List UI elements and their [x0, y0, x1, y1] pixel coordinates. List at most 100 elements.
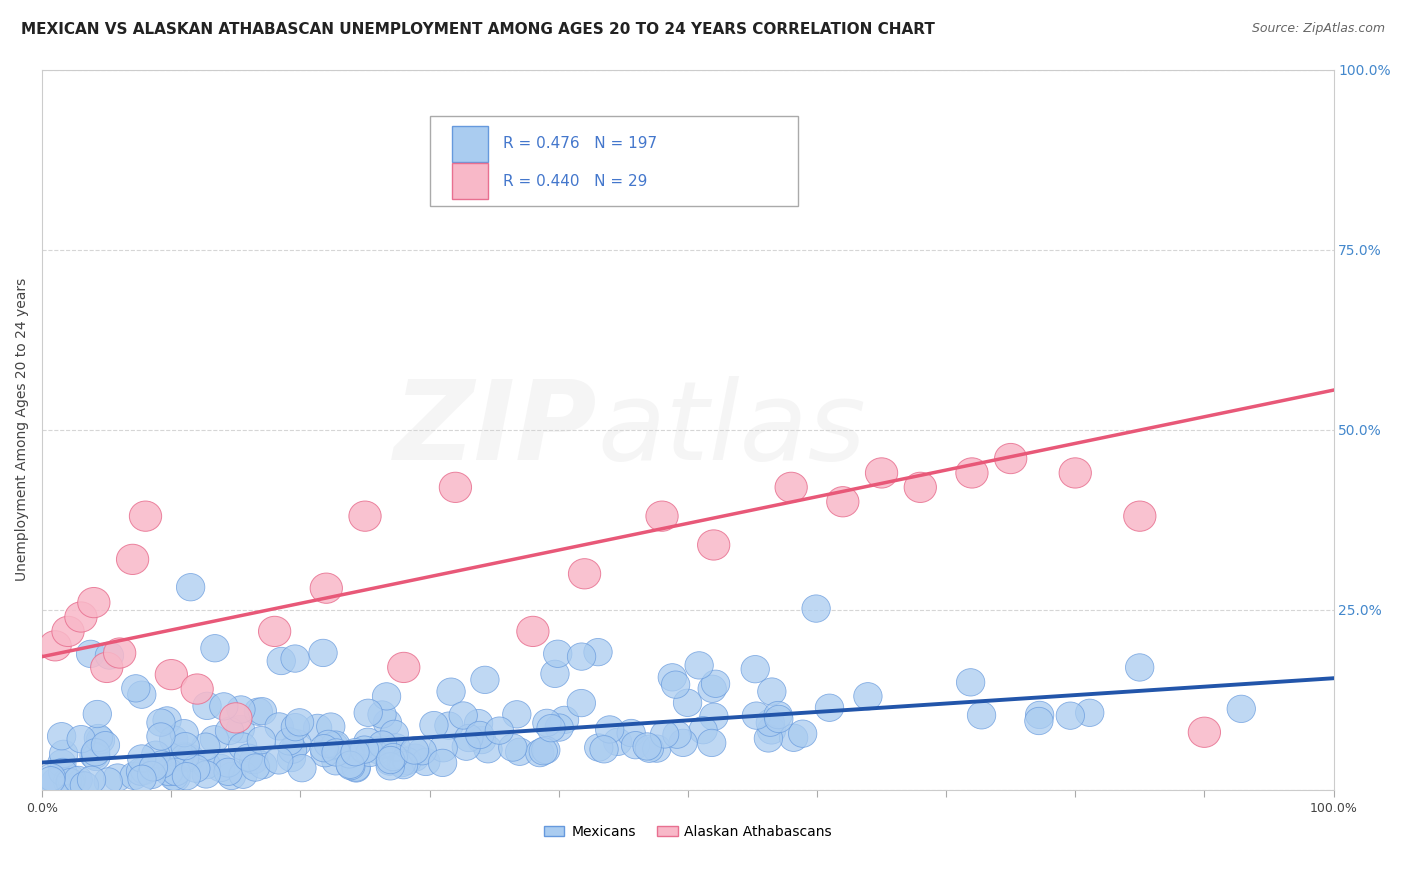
Ellipse shape: [86, 726, 115, 754]
Ellipse shape: [172, 732, 200, 760]
Ellipse shape: [259, 616, 291, 647]
Ellipse shape: [155, 758, 183, 786]
Ellipse shape: [181, 755, 209, 782]
Ellipse shape: [408, 738, 436, 764]
Ellipse shape: [350, 736, 378, 764]
Ellipse shape: [181, 674, 214, 704]
Ellipse shape: [956, 669, 984, 696]
Ellipse shape: [697, 675, 727, 703]
Ellipse shape: [1056, 702, 1084, 730]
Ellipse shape: [1025, 701, 1054, 729]
Ellipse shape: [121, 674, 150, 702]
Ellipse shape: [697, 730, 725, 756]
Ellipse shape: [193, 751, 221, 779]
Ellipse shape: [94, 768, 122, 795]
Ellipse shape: [335, 740, 364, 768]
Ellipse shape: [239, 747, 269, 774]
Ellipse shape: [380, 720, 409, 747]
Ellipse shape: [364, 737, 392, 764]
Ellipse shape: [342, 754, 370, 781]
Ellipse shape: [131, 757, 159, 784]
Ellipse shape: [214, 750, 242, 777]
Ellipse shape: [658, 664, 686, 691]
Ellipse shape: [162, 758, 190, 786]
Ellipse shape: [342, 755, 370, 782]
Ellipse shape: [368, 701, 396, 728]
Ellipse shape: [283, 730, 311, 757]
Ellipse shape: [52, 616, 84, 647]
Ellipse shape: [128, 765, 156, 792]
Ellipse shape: [278, 736, 307, 764]
Ellipse shape: [697, 530, 730, 560]
Ellipse shape: [779, 724, 808, 751]
Ellipse shape: [662, 721, 692, 748]
Ellipse shape: [322, 739, 350, 766]
Ellipse shape: [354, 728, 382, 756]
Ellipse shape: [742, 702, 770, 730]
Ellipse shape: [754, 724, 783, 752]
Ellipse shape: [84, 724, 112, 752]
Ellipse shape: [219, 703, 252, 733]
Ellipse shape: [41, 768, 70, 796]
Ellipse shape: [502, 700, 531, 728]
Ellipse shape: [591, 736, 619, 763]
Ellipse shape: [49, 740, 77, 767]
Ellipse shape: [506, 738, 534, 765]
Ellipse shape: [311, 573, 343, 603]
Ellipse shape: [176, 574, 205, 601]
Ellipse shape: [956, 458, 988, 488]
Ellipse shape: [209, 693, 238, 720]
Ellipse shape: [63, 766, 93, 794]
Ellipse shape: [277, 744, 305, 772]
Ellipse shape: [437, 678, 465, 706]
Ellipse shape: [643, 735, 671, 763]
Ellipse shape: [1076, 699, 1104, 726]
Ellipse shape: [568, 643, 596, 670]
Ellipse shape: [267, 648, 295, 674]
Ellipse shape: [340, 739, 370, 766]
Ellipse shape: [389, 751, 418, 779]
Ellipse shape: [541, 660, 569, 688]
Ellipse shape: [104, 764, 132, 791]
Ellipse shape: [226, 696, 254, 723]
Ellipse shape: [67, 725, 96, 753]
Ellipse shape: [304, 714, 332, 741]
Ellipse shape: [129, 501, 162, 532]
Ellipse shape: [617, 719, 645, 747]
Ellipse shape: [336, 751, 364, 779]
Ellipse shape: [373, 682, 401, 710]
Ellipse shape: [48, 749, 76, 777]
Ellipse shape: [388, 749, 416, 777]
Ellipse shape: [39, 631, 72, 661]
Ellipse shape: [994, 443, 1026, 474]
FancyBboxPatch shape: [430, 116, 797, 206]
Ellipse shape: [139, 754, 167, 781]
Ellipse shape: [689, 716, 717, 744]
Ellipse shape: [537, 714, 565, 742]
Ellipse shape: [128, 745, 156, 772]
Ellipse shape: [228, 733, 257, 760]
Ellipse shape: [904, 472, 936, 502]
Ellipse shape: [276, 728, 304, 755]
Ellipse shape: [550, 706, 579, 733]
Text: MEXICAN VS ALASKAN ATHABASCAN UNEMPLOYMENT AMONG AGES 20 TO 24 YEARS CORRELATION: MEXICAN VS ALASKAN ATHABASCAN UNEMPLOYME…: [21, 22, 935, 37]
Ellipse shape: [56, 769, 84, 796]
Ellipse shape: [309, 640, 337, 666]
Ellipse shape: [37, 764, 66, 791]
Ellipse shape: [200, 725, 229, 753]
Ellipse shape: [104, 638, 136, 668]
Ellipse shape: [82, 743, 110, 771]
Ellipse shape: [70, 772, 98, 799]
Ellipse shape: [967, 702, 995, 729]
Ellipse shape: [517, 616, 548, 647]
Ellipse shape: [412, 748, 440, 776]
Ellipse shape: [827, 487, 859, 516]
Ellipse shape: [544, 640, 572, 667]
Ellipse shape: [48, 758, 77, 786]
Ellipse shape: [567, 690, 596, 717]
Ellipse shape: [356, 739, 384, 766]
Ellipse shape: [264, 747, 292, 774]
Ellipse shape: [226, 715, 254, 743]
Ellipse shape: [756, 709, 785, 737]
Ellipse shape: [1123, 501, 1156, 532]
